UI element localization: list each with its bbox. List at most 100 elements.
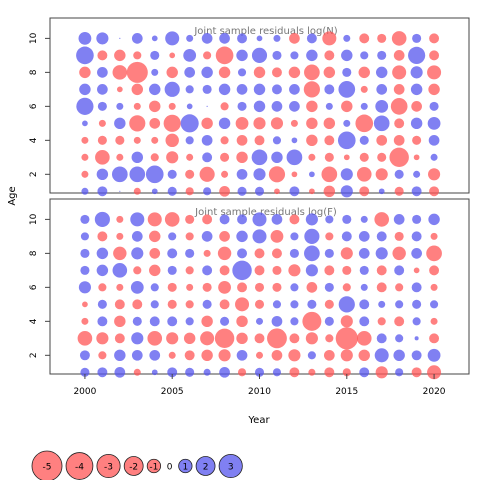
y-tick-label: 2 (29, 352, 39, 358)
residual-point (393, 134, 405, 146)
x-tick-label: 2020 (423, 387, 446, 397)
residual-point (358, 66, 370, 79)
residual-point (111, 166, 128, 183)
legend-label: -3 (104, 463, 113, 473)
residual-point (289, 84, 300, 95)
residual-point (267, 328, 287, 349)
residual-point (236, 49, 248, 62)
residual-point (254, 186, 265, 196)
residual-point (116, 102, 124, 110)
residual-point (393, 50, 405, 61)
residual-point (97, 367, 108, 378)
residual-point (114, 349, 126, 362)
residual-point (393, 349, 405, 362)
residual-point (272, 282, 282, 292)
residual-point (309, 188, 315, 195)
residual-point (218, 66, 231, 79)
y-tick-label: 8 (29, 250, 39, 256)
residual-point (340, 247, 353, 260)
residual-point (408, 46, 426, 64)
residual-point (430, 153, 438, 161)
residual-point (271, 315, 283, 327)
residual-point (375, 247, 388, 260)
legend-swatch (178, 458, 193, 474)
residual-point (343, 119, 351, 127)
legend-swatch (146, 458, 162, 474)
residual-point (307, 299, 317, 309)
x-tick-label: 2000 (73, 387, 96, 397)
residual-point (76, 97, 94, 115)
residual-point (290, 317, 299, 326)
residual-point (115, 135, 125, 145)
residual-point (272, 300, 282, 309)
residual-point (185, 248, 195, 258)
residual-point (236, 134, 248, 146)
residual-point (392, 246, 406, 261)
residual-point (202, 152, 213, 163)
residual-point (427, 65, 442, 80)
residual-point (426, 245, 442, 262)
residual-point (304, 228, 320, 244)
residual-point (236, 151, 248, 164)
residual-point (149, 100, 161, 113)
residual-point (185, 214, 195, 224)
residual-point (304, 64, 320, 81)
panel-logN-title: Joint sample residuals log(N) (193, 26, 337, 37)
residual-point (378, 188, 385, 195)
residual-point (237, 33, 247, 44)
residual-point (289, 101, 300, 112)
residual-point (289, 333, 300, 344)
residual-point (203, 51, 212, 60)
residual-point (133, 266, 142, 275)
residual-point (288, 66, 301, 79)
y-tick-label: 10 (29, 32, 39, 44)
residual-point (390, 98, 408, 115)
residual-point (308, 368, 316, 376)
residual-point (428, 213, 440, 226)
residual-point (164, 212, 180, 227)
residual-point (413, 267, 420, 274)
legend-label: 1 (182, 463, 188, 473)
residual-point (221, 170, 229, 178)
residual-point (165, 31, 180, 46)
residual-point (270, 117, 284, 130)
residual-point (96, 332, 109, 345)
residual-point (168, 351, 176, 359)
residual-point (254, 299, 265, 309)
panel-logN-points (76, 31, 442, 198)
residual-point (97, 231, 108, 242)
residual-point (359, 186, 370, 197)
legend-swatch (96, 453, 121, 479)
residual-point (167, 169, 177, 179)
residual-point (411, 367, 422, 378)
residual-point (184, 350, 195, 361)
residual-point (304, 245, 320, 262)
residual-point (114, 299, 125, 310)
residual-point (133, 51, 142, 60)
residual-point (270, 229, 284, 243)
residual-point (79, 83, 91, 96)
residual-point (114, 366, 126, 378)
residual-point (376, 84, 388, 95)
residual-point (237, 186, 247, 196)
residual-point (185, 187, 194, 196)
residual-point (78, 31, 92, 45)
residual-point (96, 32, 109, 45)
residual-point (96, 264, 109, 277)
residual-point (343, 154, 350, 161)
residual-point (150, 50, 160, 60)
residual-point (428, 134, 440, 146)
residual-point (429, 265, 440, 276)
residual-point (360, 85, 368, 93)
residual-point (186, 103, 193, 110)
residual-point (411, 231, 422, 242)
residual-point (237, 368, 247, 377)
residual-point (324, 135, 335, 146)
residual-point (377, 152, 387, 162)
residual-point (150, 283, 159, 292)
residual-point (167, 248, 178, 259)
residual-point (116, 232, 124, 240)
residual-point (323, 349, 335, 361)
residual-point (116, 215, 124, 223)
residual-point (131, 247, 144, 260)
